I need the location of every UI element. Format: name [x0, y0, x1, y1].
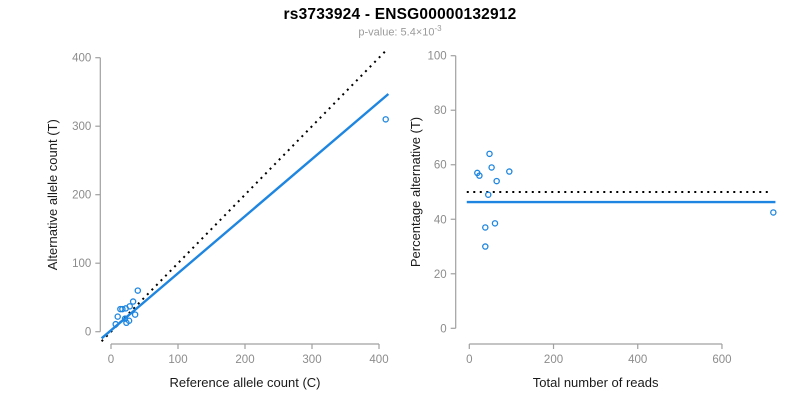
y-tick-label: 300	[72, 121, 91, 133]
data-point	[506, 168, 513, 175]
data-point	[112, 320, 119, 328]
data-point	[476, 172, 483, 179]
x-tick-label: 600	[712, 354, 731, 366]
data-point	[117, 305, 124, 313]
data-point	[491, 220, 499, 227]
y-tick-label: 20	[434, 269, 447, 281]
x-tick-label: 400	[369, 354, 388, 366]
y-tick-label: 80	[434, 105, 447, 117]
y-tick-label: 0	[440, 323, 446, 335]
data-point	[482, 243, 489, 250]
y-axis-label: Alternative allele count (T)	[45, 119, 60, 270]
x-tick-label: 300	[302, 354, 321, 366]
data-point	[114, 313, 121, 320]
percentage-vs-reads-scatter: 0 200 400 600 0 20 40 60 80 100 Total number of re…	[408, 51, 777, 390]
expected-50pct-line	[100, 48, 388, 342]
pvalue-exponent: -3	[434, 24, 442, 33]
data-point	[484, 191, 492, 198]
x-axis-label: Total number of reads	[533, 375, 659, 390]
x-tick-label: 0	[108, 354, 114, 366]
x-tick-label: 400	[628, 354, 647, 366]
data-point	[770, 209, 777, 216]
data-point	[482, 224, 489, 231]
y-tick-label: 100	[72, 258, 91, 270]
figure-title: rs3733924 - ENSG00000132912	[283, 6, 517, 23]
data-point	[382, 116, 389, 123]
x-axis-label: Reference allele count (C)	[169, 375, 320, 390]
data-point	[119, 305, 126, 313]
allele-counts-scatter: 0 100 200 300 400 0 100 200 300 400 Reference alle…	[45, 48, 390, 390]
y-tick-label: 100	[428, 51, 447, 63]
data-point	[131, 311, 139, 318]
y-tick-label: 400	[72, 53, 91, 65]
x-tick-label: 200	[544, 354, 563, 366]
fitted-line	[100, 93, 390, 340]
x-tick-label: 200	[235, 354, 254, 366]
x-tick-label: 0	[466, 354, 472, 366]
y-tick-label: 60	[434, 160, 447, 172]
x-tick-label: 100	[168, 354, 187, 366]
y-tick-label: 0	[85, 327, 91, 339]
data-point	[123, 319, 130, 327]
data-point	[486, 150, 493, 158]
figure-subtitle: p-value: 5.4×10-3	[0, 24, 800, 39]
data-point	[134, 287, 142, 294]
y-tick-label: 40	[434, 214, 447, 226]
pvalue-text: p-value: 5.4×10	[358, 26, 435, 39]
data-point	[493, 177, 500, 185]
data-point	[488, 164, 495, 171]
data-point	[129, 298, 137, 305]
y-axis-label: Percentage alternative (T)	[408, 117, 423, 267]
y-tick-label: 200	[72, 190, 91, 202]
